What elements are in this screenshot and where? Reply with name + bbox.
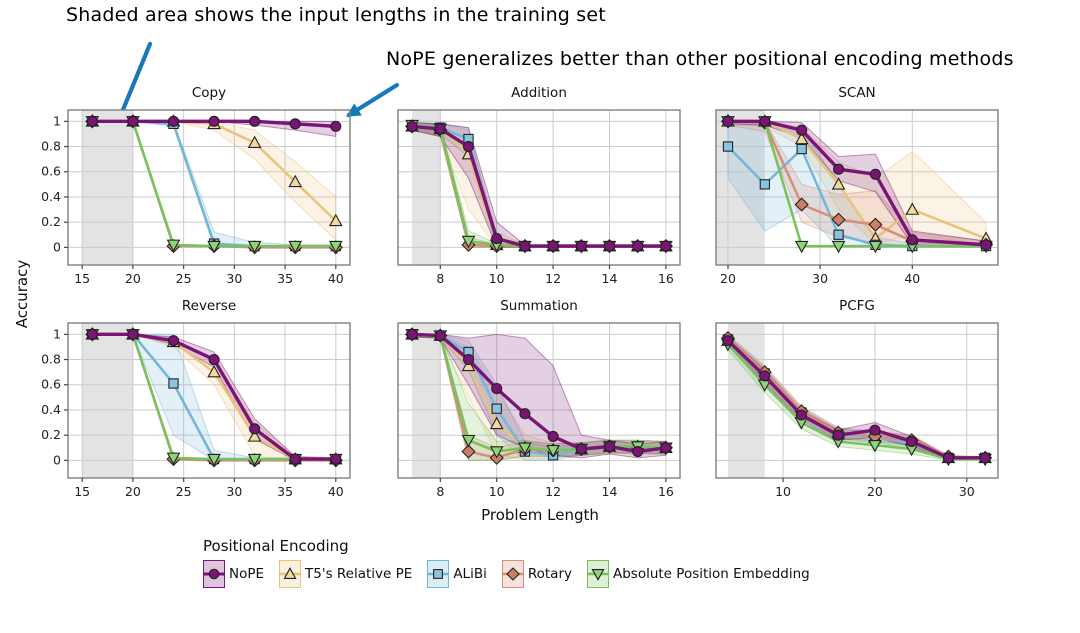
panel-title-reverse: Reverse [181,298,237,314]
svg-text:12: 12 [545,271,561,286]
svg-text:8: 8 [436,484,444,499]
svg-text:12: 12 [545,484,561,499]
svg-text:20: 20 [867,484,883,499]
svg-text:0.2: 0.2 [41,214,61,229]
legend-entry-nope: NoPE [203,560,264,588]
panel-title-summation: Summation [500,298,578,314]
plot-copy: 15 20 25 30 35 40 0 0.2 0.4 0.6 0.8 1 [41,109,351,286]
svg-text:8: 8 [436,271,444,286]
plot-reverse: 15 20 25 30 35 40 0 0.2 0.4 0.6 0.8 1 [41,322,351,499]
panel-title-copy: Copy [191,85,227,101]
svg-text:35: 35 [277,271,293,286]
svg-text:0.2: 0.2 [41,427,61,442]
svg-text:0.4: 0.4 [41,402,61,417]
absolute-position-embedding-marker-icon [586,560,609,588]
svg-text:0.8: 0.8 [41,352,61,367]
legend-entry-absolute-pe: Absolute Position Embedding [586,560,810,588]
svg-text:40: 40 [904,271,920,286]
svg-text:0: 0 [53,239,61,254]
svg-text:0.4: 0.4 [41,189,61,204]
y-axis-label: Accuracy [13,259,31,329]
svg-text:10: 10 [489,484,505,499]
t5-relative-pe-marker-icon [279,560,302,588]
panel-title-addition: Addition [511,85,567,101]
alibi-marker-icon [427,560,450,588]
panel-title-pcfg: PCFG [839,298,875,314]
plot-scan: 20 30 40 [715,109,999,286]
svg-text:15: 15 [74,484,90,499]
svg-text:0.6: 0.6 [41,164,61,179]
legend-entry-rotary: Rotary [501,560,572,588]
svg-text:40: 40 [328,271,344,286]
legend-entry-alibi: ALiBi [427,560,487,588]
svg-text:10: 10 [775,484,791,499]
svg-text:16: 16 [658,271,674,286]
svg-text:15: 15 [74,271,90,286]
svg-text:40: 40 [328,484,344,499]
svg-text:30: 30 [959,484,975,499]
svg-text:16: 16 [658,484,674,499]
rotary-marker-icon [501,560,524,588]
svg-text:14: 14 [602,271,618,286]
legend-row: NoPE T5's Relative PE ALiBi Rotary Absol… [203,560,825,588]
svg-text:30: 30 [226,271,242,286]
nope-marker-icon [203,560,225,588]
svg-text:14: 14 [602,484,618,499]
legend-entry-t5: T5's Relative PE [279,560,412,588]
annotation-shaded-area: Shaded area shows the input lengths in t… [66,4,606,26]
svg-text:25: 25 [176,271,192,286]
svg-text:0.6: 0.6 [41,377,61,392]
legend-title: Positional Encoding [203,537,349,555]
svg-text:1: 1 [53,113,61,128]
svg-text:30: 30 [226,484,242,499]
annotation-nope: NoPE generalizes better than other posit… [386,48,1014,70]
x-axis-label: Problem Length [481,506,599,524]
legend: Positional Encoding NoPE T5's Relative P… [203,537,825,588]
svg-text:25: 25 [176,484,192,499]
svg-text:1: 1 [53,326,61,341]
svg-text:20: 20 [125,484,141,499]
svg-text:20: 20 [720,271,736,286]
svg-text:20: 20 [125,271,141,286]
svg-text:0.8: 0.8 [41,139,61,154]
plot-addition: 8 10 12 14 16 [397,109,681,286]
svg-text:35: 35 [277,484,293,499]
panel-title-scan: SCAN [838,85,876,101]
svg-text:30: 30 [812,271,828,286]
plot-pcfg: 10 20 30 [715,322,999,499]
plot-summation: 8 10 12 14 16 [397,322,681,499]
svg-text:0: 0 [53,452,61,467]
svg-text:10: 10 [489,271,505,286]
